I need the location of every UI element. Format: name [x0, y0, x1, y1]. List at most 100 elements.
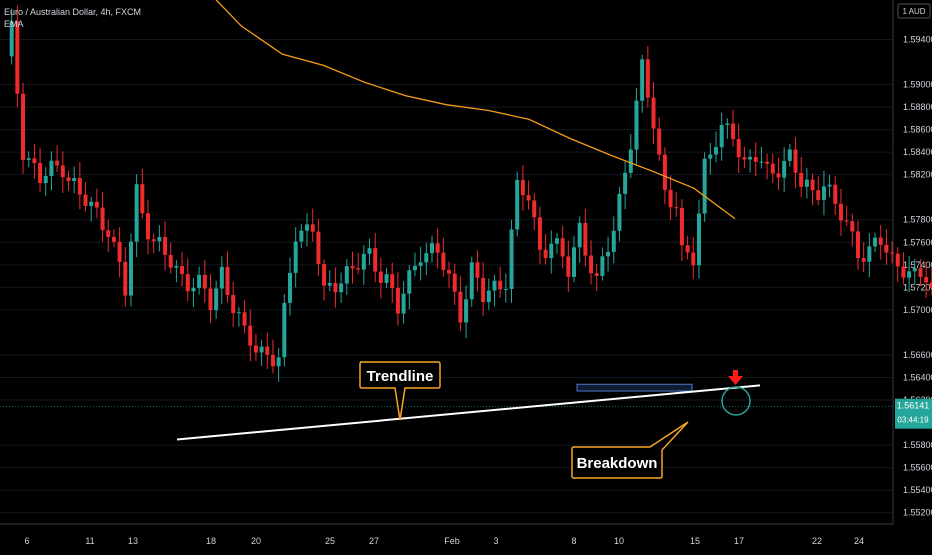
candle-body — [26, 158, 31, 160]
candle-body — [662, 154, 667, 190]
candle-body — [339, 283, 344, 293]
candle-body — [72, 178, 77, 182]
price-tick-label: 1.58200 — [903, 170, 932, 180]
candle-body — [464, 299, 469, 323]
candle-body — [168, 254, 173, 268]
candle-body — [9, 21, 14, 57]
candle-body — [901, 266, 906, 278]
candle-body — [390, 274, 395, 288]
price-tick-label: 1.59400 — [903, 34, 932, 44]
price-tick-label: 1.55200 — [903, 508, 932, 518]
time-tick-label: 3 — [493, 536, 498, 546]
currency-badge[interactable] — [897, 3, 931, 19]
candle-body — [231, 295, 236, 314]
candle-body — [242, 312, 247, 326]
candle-body — [890, 252, 895, 254]
candle-body — [543, 249, 548, 259]
candle-body — [288, 272, 292, 303]
candle-body — [554, 238, 559, 244]
time-tick-label: 10 — [614, 536, 624, 546]
candle-body — [225, 266, 230, 296]
time-tick-label: 13 — [128, 536, 138, 546]
candle-body — [753, 156, 758, 162]
candle-body — [327, 283, 332, 286]
candle-body — [157, 237, 162, 242]
candle-body — [259, 346, 264, 353]
candle-body — [577, 222, 582, 248]
candle-body — [895, 253, 900, 267]
time-tick-label: 8 — [571, 536, 576, 546]
candle-body — [645, 59, 650, 98]
candle-body — [163, 237, 168, 255]
candle-body — [606, 251, 611, 257]
candle-body — [452, 273, 457, 292]
candle-body — [560, 238, 565, 257]
candle-body — [725, 123, 730, 125]
candle-body — [793, 149, 798, 173]
candle-body — [43, 176, 48, 184]
candle-body — [731, 123, 736, 140]
candle-body — [117, 241, 122, 262]
price-badge — [895, 398, 932, 429]
candle-body — [821, 186, 826, 200]
candle-body — [640, 59, 645, 101]
candle-body — [600, 256, 605, 276]
candle-body — [873, 237, 878, 247]
candle-body — [509, 229, 514, 289]
candle-body — [270, 354, 275, 367]
candle-body — [15, 21, 20, 94]
candle-body — [589, 255, 594, 274]
candle-body — [293, 241, 298, 273]
candle-body — [401, 293, 406, 314]
candle-body — [481, 277, 486, 303]
candle-body — [918, 268, 923, 278]
candle-body — [407, 270, 412, 294]
price-badge-countdown: 03:44:19 — [897, 416, 929, 425]
candle-body — [475, 262, 480, 278]
candle-body — [430, 243, 434, 254]
candle-body — [833, 184, 838, 204]
candle-body — [236, 312, 241, 314]
price-tick-label: 1.58400 — [903, 147, 932, 157]
price-tick-label: 1.57000 — [903, 305, 932, 315]
candle-body — [253, 345, 258, 353]
candle-body — [248, 325, 253, 346]
candle-body — [861, 258, 866, 262]
time-tick-label: 25 — [325, 536, 335, 546]
candle-body — [356, 268, 361, 270]
price-tick-label: 1.57600 — [903, 237, 932, 247]
candle-body — [441, 252, 446, 270]
candle-body — [322, 264, 327, 286]
time-tick-label: 27 — [369, 536, 379, 546]
candle-body — [657, 128, 662, 155]
candle-body — [299, 230, 304, 242]
time-tick-label: 17 — [734, 536, 744, 546]
candle-body — [537, 217, 542, 250]
candle-body — [191, 287, 196, 292]
candle-body — [32, 158, 37, 164]
resistance-zone — [576, 383, 693, 392]
time-tick-label: 22 — [812, 536, 822, 546]
trendline-label: Trendline — [367, 368, 434, 385]
candle-body — [373, 248, 378, 272]
candle-body — [395, 287, 400, 314]
candle-body — [316, 231, 321, 265]
candle-body — [623, 172, 628, 194]
price-tick-label: 1.56600 — [903, 350, 932, 360]
candle-body — [55, 160, 60, 166]
candle-body — [265, 346, 270, 355]
candle-body — [49, 160, 54, 177]
candle-body — [202, 274, 207, 289]
candle-body — [128, 241, 133, 296]
candle-body — [447, 269, 452, 274]
candle-body — [469, 262, 474, 300]
candle-body — [146, 213, 150, 240]
candle-body — [770, 163, 775, 174]
candle-body — [66, 177, 71, 182]
candle-body — [344, 266, 349, 284]
candle-body — [498, 280, 503, 290]
candle-body — [174, 266, 179, 268]
candle-body — [617, 193, 622, 231]
